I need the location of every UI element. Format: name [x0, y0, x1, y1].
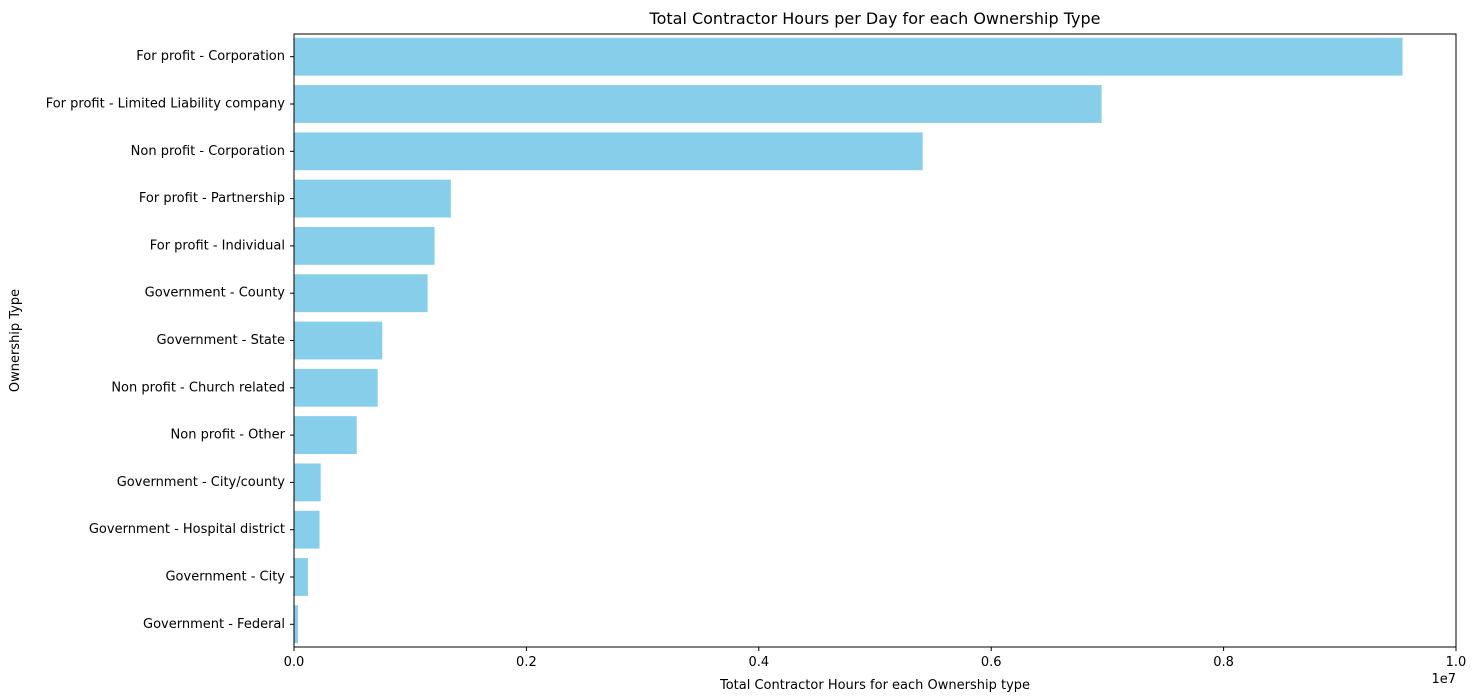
x-axis-ticks: 0.0 0.2 0.4 0.6 0.8 1.0: [284, 647, 1467, 670]
bar-2: [294, 132, 923, 171]
y-tick-label: Non profit - Corporation: [131, 144, 285, 159]
y-tick-label: For profit - Partnership: [139, 191, 285, 206]
plot-frame: [293, 33, 1457, 648]
x-axis-offset-text: 1e7: [1431, 672, 1456, 687]
bar-4: [294, 226, 435, 265]
y-axis-ticks: For profit - Corporation For profit - Lim…: [46, 49, 294, 632]
y-tick-label: Non profit - Church related: [111, 380, 285, 395]
y-tick-label: For profit - Limited Liability company: [46, 97, 286, 112]
bars-layer: [294, 37, 1403, 644]
x-tick-label: 0.0: [284, 655, 305, 670]
y-tick-label: Government - State: [157, 333, 285, 348]
bar-7: [294, 368, 378, 407]
bar-0: [294, 37, 1403, 76]
x-tick-label: 0.2: [516, 655, 537, 670]
y-tick-label: Government - City: [165, 569, 285, 584]
bar-8: [294, 416, 357, 455]
x-tick-label: 0.6: [981, 655, 1002, 670]
bar-9: [294, 463, 321, 502]
y-axis-label: Ownership Type: [8, 289, 23, 392]
y-tick-label: For profit - Individual: [150, 238, 285, 253]
y-tick-label: For profit - Corporation: [136, 49, 285, 64]
y-tick-label: Non profit - Other: [171, 428, 286, 443]
bar-11: [294, 558, 308, 596]
y-tick-label: Government - County: [145, 286, 286, 301]
x-tick-label: 1.0: [1446, 655, 1467, 670]
bar-5: [294, 274, 428, 313]
chart-title: Total Contractor Hours per Day for each …: [649, 9, 1101, 28]
bar-3: [294, 179, 451, 218]
y-tick-label: Government - Federal: [143, 617, 285, 632]
x-axis-label: Total Contractor Hours for each Ownershi…: [719, 678, 1030, 693]
bar-12: [294, 605, 299, 644]
x-tick-label: 0.8: [1213, 655, 1234, 670]
bar-6: [294, 321, 383, 360]
bar-10: [294, 510, 320, 549]
y-tick-label: Government - City/county: [117, 475, 286, 490]
bar-1: [294, 85, 1102, 123]
y-tick-label: Government - Hospital district: [89, 522, 285, 537]
x-tick-label: 0.4: [748, 655, 769, 670]
